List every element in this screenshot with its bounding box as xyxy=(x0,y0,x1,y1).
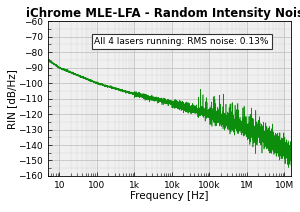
Y-axis label: RIN [dB/Hz]: RIN [dB/Hz] xyxy=(7,69,17,128)
Text: All 4 lasers running: RMS noise: 0.13%: All 4 lasers running: RMS noise: 0.13% xyxy=(94,37,269,46)
Title: iChrome MLE-LFA - Random Intensity Noise: iChrome MLE-LFA - Random Intensity Noise xyxy=(26,7,300,20)
X-axis label: Frequency [Hz]: Frequency [Hz] xyxy=(130,191,209,201)
